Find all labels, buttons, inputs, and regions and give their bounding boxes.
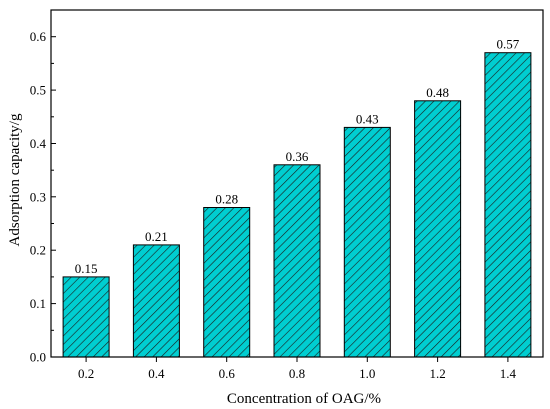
x-tick-label: 1.2 [429, 366, 445, 381]
bar-0.4 [132, 244, 180, 358]
y-axis-label: Adsorption capacity/g [7, 113, 23, 246]
x-axis-label: Concentration of OAG/% [227, 391, 381, 407]
plot-frame [50, 9, 544, 358]
bar-value-label: 0.21 [145, 229, 168, 244]
bar-1.2 [414, 100, 462, 358]
y-tick-label: 0.1 [30, 296, 46, 311]
y-tick-label: 0.4 [30, 136, 47, 151]
y-tick-label: 0.3 [30, 189, 46, 204]
x-tick-label: 0.8 [289, 366, 305, 381]
x-tick-label: 0.2 [78, 366, 94, 381]
bar-value-label: 0.15 [75, 261, 98, 276]
bar-value-label: 0.36 [286, 149, 309, 164]
bar-value-label: 0.28 [215, 192, 238, 207]
y-tick-label: 0.0 [30, 350, 46, 365]
bar-0.2 [62, 276, 110, 358]
bar-0.8 [273, 164, 321, 358]
bar-1.4 [484, 52, 532, 358]
bar-value-label: 0.43 [356, 111, 379, 126]
y-tick-label: 0.2 [30, 243, 46, 258]
bar-value-label: 0.57 [497, 37, 520, 52]
x-tick-label: 0.4 [148, 366, 165, 381]
bar-0.6 [203, 207, 251, 358]
bar-1.0 [343, 126, 391, 358]
x-tick-label: 1.4 [500, 366, 517, 381]
x-tick-label: 1.0 [359, 366, 375, 381]
y-tick-label: 0.5 [30, 83, 46, 98]
bar-value-label: 0.48 [426, 85, 449, 100]
x-tick-label: 0.6 [219, 366, 236, 381]
y-tick-label: 0.6 [30, 29, 47, 44]
